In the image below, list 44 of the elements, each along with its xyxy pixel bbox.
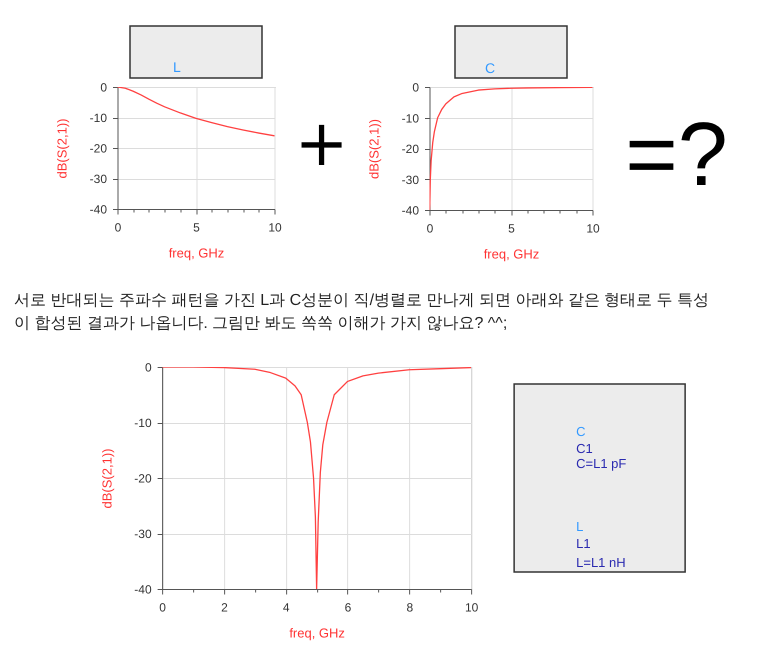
y-tick-label: -20 bbox=[90, 142, 108, 156]
y-tick-label: -20 bbox=[134, 472, 152, 486]
y-tick-label: -20 bbox=[402, 142, 420, 156]
x-tick-label: 0 bbox=[426, 222, 434, 236]
y-tick-label: -40 bbox=[402, 204, 420, 218]
text: + bbox=[294, 107, 348, 181]
x-tick-label: 4 bbox=[282, 600, 290, 614]
x-tick-label: 6 bbox=[344, 600, 352, 614]
x-tick-label: 0 bbox=[159, 600, 166, 614]
y-tick-label: -10 bbox=[134, 416, 152, 430]
x-tick-label: 8 bbox=[406, 600, 414, 614]
y-tick-label: -40 bbox=[90, 202, 108, 216]
text: C bbox=[485, 60, 496, 76]
text: L=L1 nH bbox=[576, 555, 626, 570]
y-axis-title: dB(S(2,1)) bbox=[54, 118, 70, 178]
y-tick-label: -30 bbox=[90, 172, 108, 186]
x-tick-label: 5 bbox=[193, 220, 200, 234]
x-axis-title: freq, GHz bbox=[289, 626, 345, 640]
y-tick-label: -40 bbox=[134, 582, 152, 596]
y-axis-title: dB(S(2,1)) bbox=[99, 448, 114, 508]
x-axis-title: freq, GHz bbox=[484, 246, 540, 262]
y-tick-label: -30 bbox=[134, 527, 152, 541]
y-tick-label: -10 bbox=[402, 111, 420, 126]
text: C1 bbox=[576, 441, 593, 456]
x-tick-label: 10 bbox=[586, 222, 600, 236]
y-tick-label: -30 bbox=[402, 172, 420, 187]
text: L bbox=[173, 59, 181, 75]
x-tick-label: 5 bbox=[508, 222, 516, 236]
y-tick-label: 0 bbox=[412, 80, 420, 94]
y-axis-title: dB(S(2,1)) bbox=[366, 119, 382, 179]
y-tick-label: 0 bbox=[100, 80, 108, 94]
x-tick-label: 2 bbox=[221, 600, 228, 614]
y-tick-label: 0 bbox=[144, 360, 152, 374]
x-axis-title: freq, GHz bbox=[168, 246, 224, 260]
text: L bbox=[576, 519, 584, 534]
text: C=L1 pF bbox=[576, 456, 626, 471]
text: C bbox=[576, 424, 586, 439]
x-tick-label: 10 bbox=[464, 600, 479, 614]
text: 서로 반대되는 주파수 패턴을 가진 L과 C성분이 직/병렬로 만나게 되면 아래와 같은 형태로 두 특성이 합성된 결과가 나옵니다. 그림만 봐도 쏙쏙 이해가 가지 않나요? ^^; bbox=[14, 292, 710, 332]
text: L1 bbox=[576, 536, 591, 551]
text: =? bbox=[625, 105, 728, 205]
x-tick-label: 0 bbox=[114, 220, 122, 234]
x-tick-label: 10 bbox=[268, 220, 282, 234]
y-tick-label: -10 bbox=[90, 111, 108, 125]
